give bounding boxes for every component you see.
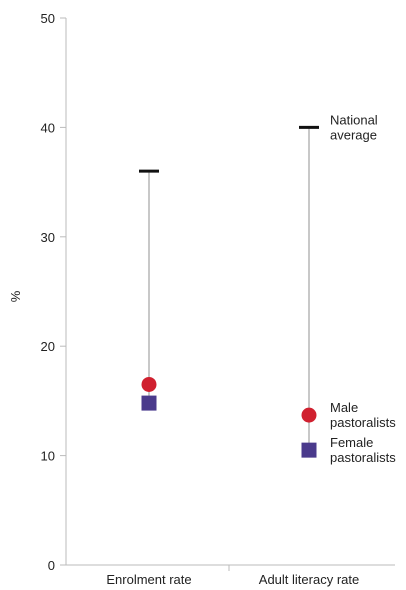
y-axis-title: % bbox=[8, 290, 23, 302]
male-pastoralists-marker bbox=[301, 407, 317, 423]
female-pastoralists-marker bbox=[141, 395, 157, 411]
annotation-national-average: National bbox=[330, 112, 378, 127]
annotation-female-pastoralists: Female bbox=[330, 435, 373, 450]
annotation-male-pastoralists: Male bbox=[330, 400, 358, 415]
axes bbox=[60, 17, 395, 571]
y-tick-label: 30 bbox=[41, 230, 55, 245]
male-pastoralists-marker bbox=[141, 376, 157, 392]
x-category-label: Enrolment rate bbox=[106, 572, 191, 587]
annotation-female-pastoralists: pastoralists bbox=[330, 450, 396, 465]
y-tick-label: 20 bbox=[41, 339, 55, 354]
y-tick-label: 10 bbox=[41, 449, 55, 464]
annotation-male-pastoralists: pastoralists bbox=[330, 415, 396, 430]
female-pastoralists-marker bbox=[301, 442, 317, 458]
y-tick-label: 50 bbox=[41, 11, 55, 26]
data-marks bbox=[139, 125, 319, 458]
y-tick-label: 0 bbox=[48, 558, 55, 573]
y-tick-label: 40 bbox=[41, 120, 55, 135]
text-labels: 0 10 20 30 40 50% Enrolment rate Adult literacy… bbox=[8, 11, 396, 587]
x-category-label: Adult literacy rate bbox=[259, 572, 359, 587]
connectors bbox=[148, 127, 310, 451]
annotation-national-average: average bbox=[330, 127, 377, 142]
